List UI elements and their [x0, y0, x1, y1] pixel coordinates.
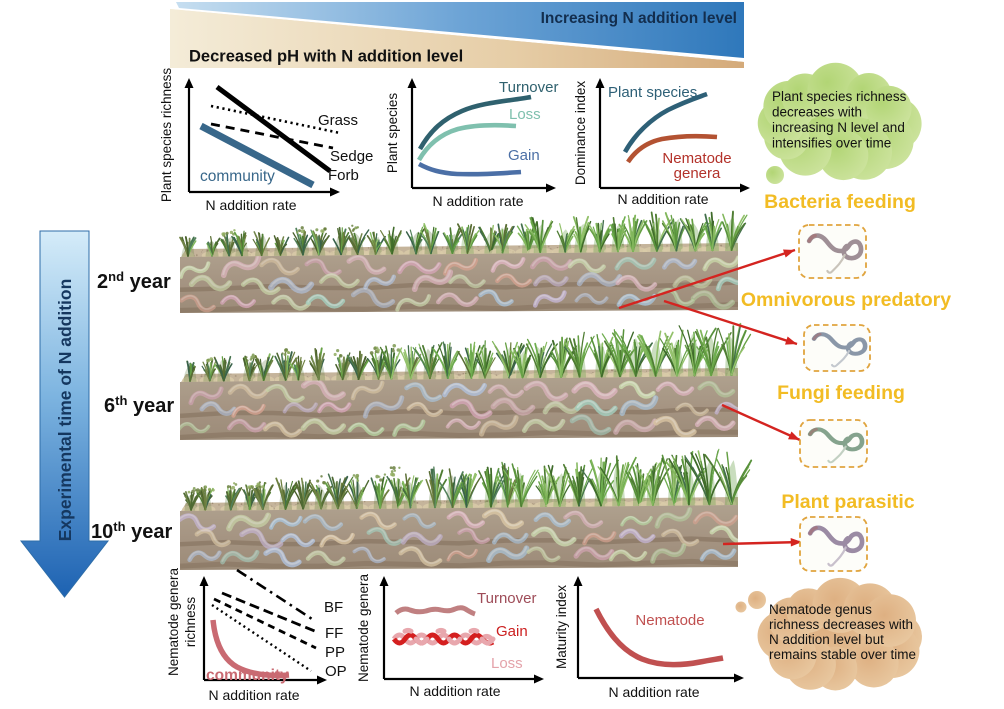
svg-text:Fungi feeding: Fungi feeding	[777, 382, 905, 404]
svg-text:Omnivorous predatory: Omnivorous predatory	[741, 289, 951, 311]
svg-text:Nematode genera: Nematode genera	[356, 573, 371, 682]
svg-text:Nematode: Nematode	[635, 612, 704, 629]
svg-text:Plant species richness: Plant species richness	[159, 68, 174, 203]
svg-text:PP: PP	[325, 644, 345, 661]
svg-text:Gain: Gain	[508, 147, 540, 164]
svg-text:decreases with: decreases with	[772, 105, 862, 120]
svg-text:Grass: Grass	[318, 112, 358, 129]
svg-text:Plant species: Plant species	[608, 84, 697, 101]
svg-text:Decreased pH with N addition l: Decreased pH with N addition level	[189, 48, 463, 66]
svg-text:Bacteria feeding: Bacteria feeding	[764, 191, 916, 213]
svg-text:community: community	[200, 168, 275, 185]
svg-text:N addition rate: N addition rate	[617, 191, 708, 207]
svg-text:increasing N level and: increasing N level and	[772, 120, 905, 135]
svg-text:N addition rate: N addition rate	[608, 684, 699, 700]
svg-text:OP: OP	[325, 663, 347, 680]
svg-text:genera: genera	[674, 165, 721, 182]
svg-text:N addition rate: N addition rate	[205, 197, 296, 213]
svg-text:2nd year: 2nd year	[97, 269, 171, 293]
svg-text:Plant species richness: Plant species richness	[772, 89, 907, 104]
svg-text:Loss: Loss	[491, 655, 523, 672]
svg-text:N addition rate: N addition rate	[409, 683, 500, 699]
svg-text:community: community	[206, 667, 289, 684]
svg-text:Nematode genera: Nematode genera	[166, 567, 181, 676]
svg-text:intensifies over time: intensifies over time	[772, 136, 891, 151]
svg-text:Maturity index: Maturity index	[554, 585, 569, 669]
svg-text:Dominance index: Dominance index	[573, 81, 588, 186]
svg-text:N addition rate: N addition rate	[208, 687, 299, 703]
svg-text:Experimental time of N additio: Experimental time of N addition	[55, 279, 75, 542]
svg-text:Plant species: Plant species	[385, 93, 400, 174]
svg-text:Nematode: Nematode	[662, 150, 731, 167]
svg-text:6th year: 6th year	[104, 393, 174, 417]
svg-text:richness decreases with: richness decreases with	[769, 617, 913, 632]
svg-text:Plant parasitic: Plant parasitic	[781, 491, 914, 513]
svg-text:Turnover: Turnover	[477, 590, 536, 607]
svg-text:Sedge: Sedge	[330, 148, 373, 165]
svg-text:Loss: Loss	[509, 106, 541, 123]
svg-text:richness: richness	[183, 597, 198, 648]
svg-text:FF: FF	[325, 625, 343, 642]
svg-text:BF: BF	[324, 599, 343, 616]
svg-text:N addition level but: N addition level but	[769, 632, 884, 647]
svg-text:10th year: 10th year	[91, 519, 172, 543]
svg-text:Nematode genus: Nematode genus	[769, 602, 872, 617]
svg-text:Gain: Gain	[496, 623, 528, 640]
svg-text:N addition rate: N addition rate	[432, 193, 523, 209]
svg-text:Forb: Forb	[328, 167, 359, 184]
svg-text:Increasing N addition level: Increasing N addition level	[541, 10, 737, 27]
svg-text:remains stable over time: remains stable over time	[769, 647, 916, 662]
svg-text:Turnover: Turnover	[499, 79, 558, 96]
